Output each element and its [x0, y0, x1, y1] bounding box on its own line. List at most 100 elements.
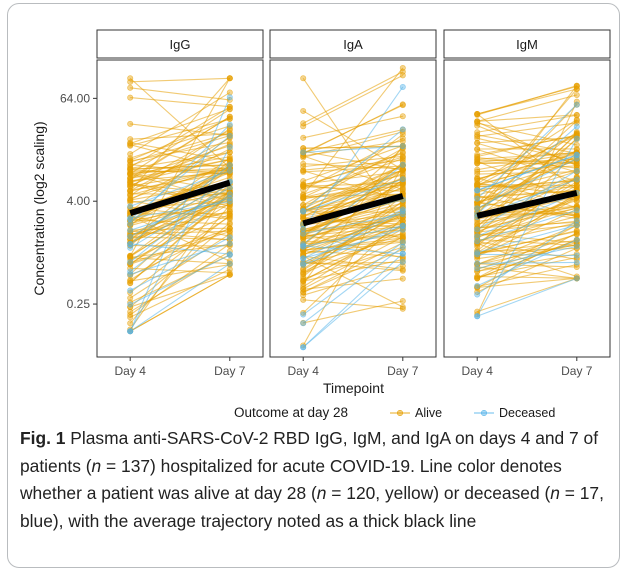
point-day4-alive [300, 123, 307, 130]
point-day4-alive [127, 326, 134, 333]
patient-line-alive [477, 239, 577, 280]
point-day4-alive [127, 94, 134, 101]
patient-line-alive [476, 138, 578, 219]
patient-line-alive [477, 263, 577, 288]
patient-line-deceased [129, 254, 231, 305]
patient-line-deceased [302, 208, 404, 259]
patient-line-alive [130, 142, 230, 162]
caption-text-3: = 120, yellow) or deceased ( [326, 483, 551, 503]
point-day7-alive [399, 138, 406, 145]
patient-line-alive [477, 247, 577, 253]
point-day7-deceased [399, 211, 406, 218]
patient-line-alive [477, 222, 577, 246]
patient-line-alive [129, 106, 231, 168]
patient-line-alive [477, 94, 577, 122]
point-day7-alive [226, 75, 233, 82]
point-day4-deceased [300, 243, 307, 250]
patient-line-alive [303, 150, 403, 171]
patient-line-deceased [476, 170, 578, 230]
point-day4-deceased [474, 265, 481, 272]
point-day7-alive [226, 271, 233, 278]
point-day4-alive [127, 308, 134, 315]
point-day4-alive [127, 260, 134, 267]
strip-igm [443, 29, 611, 59]
point-day4-alive [127, 299, 134, 306]
caption-text-2: = 137) hospitalized for acute COVID-19. … [20, 455, 562, 504]
point-day4-deceased [300, 261, 307, 268]
patient-line-alive [302, 151, 404, 198]
point-day7-deceased [573, 236, 580, 243]
point-day7-deceased [226, 121, 233, 128]
strip-label: IgM [516, 37, 538, 52]
point-day7-alive [226, 103, 233, 110]
patient-line-alive [130, 264, 230, 282]
point-day4-deceased [300, 208, 307, 215]
point-day4-deceased [474, 205, 481, 212]
point-day4-alive [474, 135, 481, 142]
point-day7-deceased [226, 143, 233, 150]
point-day7-deceased [226, 251, 233, 258]
point-day4-alive [127, 157, 134, 164]
patient-line-alive [130, 144, 230, 172]
patient-line-alive [477, 257, 577, 278]
point-day4-deceased [474, 195, 481, 202]
point-day7-alive [226, 130, 233, 137]
point-day7-deceased [573, 167, 580, 174]
caption-n-3: n [550, 483, 560, 503]
point-day4-alive [127, 139, 134, 146]
patient-line-deceased [476, 138, 578, 317]
legend-key-point-deceased [480, 409, 487, 416]
point-day4-alive [474, 140, 481, 147]
point-day7-deceased [573, 207, 580, 214]
point-day4-deceased [127, 271, 134, 278]
patient-line-alive [130, 108, 230, 144]
patient-line-alive [302, 255, 404, 308]
point-day7-deceased [573, 222, 580, 229]
point-day4-alive [300, 283, 307, 290]
point-day7-alive [399, 113, 406, 120]
patient-line-alive [129, 118, 231, 161]
patient-line-alive [477, 275, 577, 279]
point-day7-deceased [226, 234, 233, 241]
patient-line-deceased [476, 126, 578, 215]
patient-line-alive [129, 213, 231, 261]
point-day7-alive [573, 254, 580, 261]
point-day4-deceased [127, 233, 134, 240]
y-axis-title: Concentration (log2 scaling) [31, 121, 47, 295]
point-day7-alive [226, 105, 233, 112]
point-day4-alive [474, 189, 481, 196]
point-day7-alive [399, 167, 406, 174]
point-day4-alive [300, 107, 307, 114]
patient-line-deceased [130, 197, 230, 231]
patient-line-alive [303, 155, 403, 191]
patient-line-deceased [130, 242, 230, 275]
point-day4-alive [127, 182, 134, 189]
point-day4-alive [474, 166, 481, 173]
patient-line-alive [130, 172, 230, 191]
legend-label-alive: Alive [415, 406, 442, 420]
patient-line-alive [477, 160, 577, 193]
point-day4-alive [300, 183, 307, 190]
point-day4-deceased [474, 249, 481, 256]
patient-line-alive [303, 183, 403, 213]
point-day7-alive [399, 303, 406, 310]
caption-text-4: = 17, blue), with the average trajectory… [20, 483, 604, 531]
patient-line-alive [129, 233, 231, 299]
patient-line-alive [303, 159, 403, 171]
point-day4-deceased [474, 260, 481, 267]
strip-label: IgG [170, 37, 191, 52]
point-day4-deceased [474, 187, 481, 194]
patient-line-alive [477, 238, 577, 247]
point-day4-deceased [127, 216, 134, 223]
point-day4-deceased [127, 227, 134, 234]
point-day7-alive [399, 298, 406, 305]
point-day7-alive [399, 101, 406, 108]
patient-line-deceased [302, 261, 404, 348]
point-day4-alive [474, 122, 481, 129]
patient-line-deceased [130, 200, 230, 219]
point-day4-alive [127, 289, 134, 296]
point-day4-alive [474, 151, 481, 158]
patient-line-alive [476, 132, 578, 187]
point-day4-deceased [127, 244, 134, 251]
point-day7-deceased [226, 94, 233, 101]
